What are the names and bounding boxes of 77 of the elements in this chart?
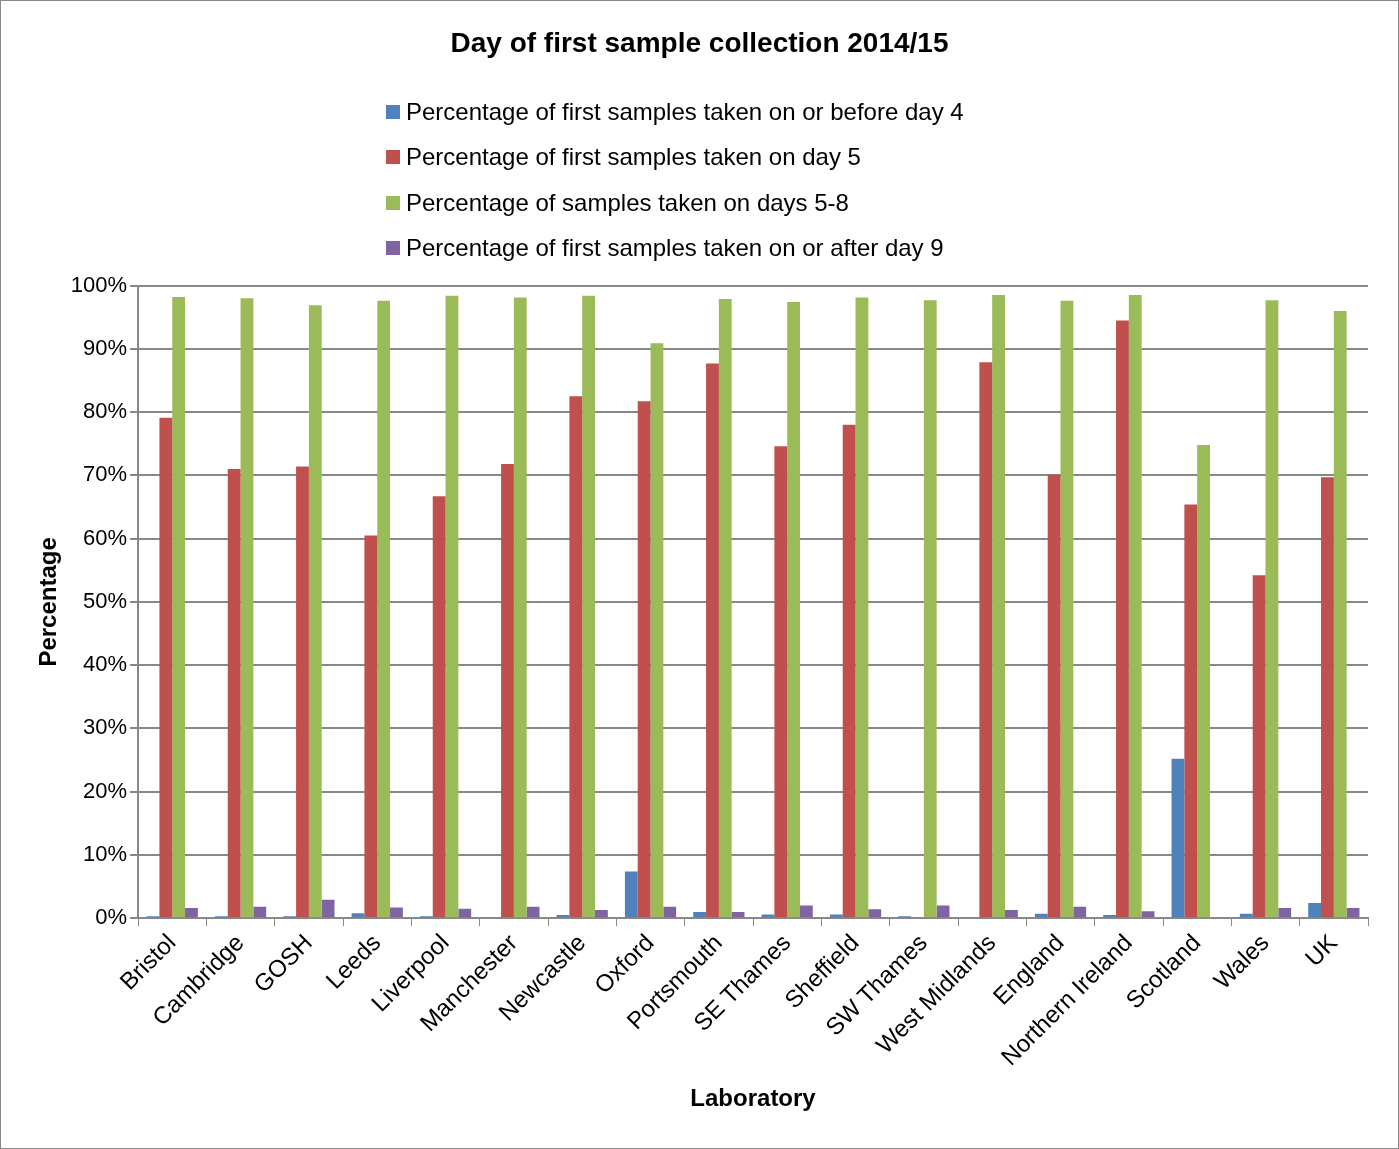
y-tick-label: 70%: [83, 461, 128, 487]
bar: [1141, 911, 1155, 918]
bar: [979, 362, 993, 918]
y-tick-label: 40%: [83, 651, 128, 677]
bar: [992, 295, 1005, 918]
bar: [1346, 908, 1360, 918]
bar: [800, 905, 813, 918]
bar: [501, 464, 514, 918]
bar: [377, 300, 391, 918]
bar: [445, 295, 459, 918]
chart-title: Day of first sample collection 2014/15: [450, 26, 949, 58]
bar: [582, 295, 596, 918]
bar: [253, 906, 267, 918]
bar: [1171, 758, 1185, 918]
bar: [1197, 445, 1210, 918]
bar: [1333, 310, 1347, 918]
bar: [321, 899, 335, 918]
bar: [513, 297, 527, 918]
bar: [595, 909, 608, 918]
bar: [761, 914, 775, 918]
x-axis-title: Laboratory: [690, 1084, 817, 1112]
bar: [1184, 504, 1198, 918]
bar: [1116, 320, 1129, 918]
y-tick-label: 10%: [83, 841, 128, 867]
bar: [693, 911, 707, 918]
bar: [1128, 295, 1142, 918]
bar: [458, 908, 472, 918]
legend-label: Percentage of first samples taken on or before day 4: [406, 97, 964, 126]
bar: [1060, 300, 1074, 918]
y-tick-label: 20%: [83, 777, 128, 803]
bar: [855, 297, 869, 918]
bar: [159, 417, 173, 918]
bar: [1265, 300, 1279, 918]
y-tick-label: 80%: [83, 398, 128, 424]
bar: [364, 535, 378, 918]
legend-label: Percentage of samples taken on days 5-8: [406, 188, 849, 217]
bar: [526, 906, 540, 918]
y-tick-label: 100%: [70, 271, 128, 297]
bar: [650, 343, 664, 918]
bar: [432, 496, 446, 918]
legend-label: Percentage of first samples taken on day 5: [406, 143, 861, 172]
bar: [351, 913, 365, 918]
bar: [624, 871, 638, 918]
legend-label: Percentage of first samples taken on or after day 9: [406, 234, 944, 263]
bar: [1005, 909, 1018, 918]
bar: [240, 298, 254, 918]
bar: [296, 466, 309, 918]
y-tick-label: 50%: [83, 587, 128, 613]
bar: [637, 401, 651, 918]
bar: [308, 305, 322, 918]
x-tick-label: UK: [1299, 928, 1343, 972]
y-tick-label: 30%: [83, 714, 128, 740]
bar: [1308, 903, 1322, 918]
y-tick-label: 90%: [83, 334, 128, 360]
bar: [1073, 906, 1087, 918]
y-tick-label: 60%: [83, 524, 128, 550]
bar: [842, 424, 856, 918]
bar: [829, 914, 843, 918]
y-tick-label: 0%: [95, 904, 128, 930]
bar: [569, 396, 583, 918]
bar: [1047, 474, 1061, 918]
bar: [1278, 908, 1292, 918]
bar: [774, 446, 788, 918]
bar: [1252, 575, 1266, 918]
bar: [227, 469, 241, 918]
y-axis-title: Percentage: [34, 537, 62, 667]
bar: [787, 302, 801, 918]
bar: [663, 906, 677, 918]
bar: [390, 907, 403, 918]
bar: [172, 296, 186, 918]
bar: [718, 298, 732, 918]
bar: [1321, 477, 1334, 918]
bar: [868, 909, 882, 918]
bar: [1103, 915, 1117, 918]
bar: [706, 363, 719, 918]
bar: [185, 908, 198, 918]
bar: [923, 300, 937, 918]
